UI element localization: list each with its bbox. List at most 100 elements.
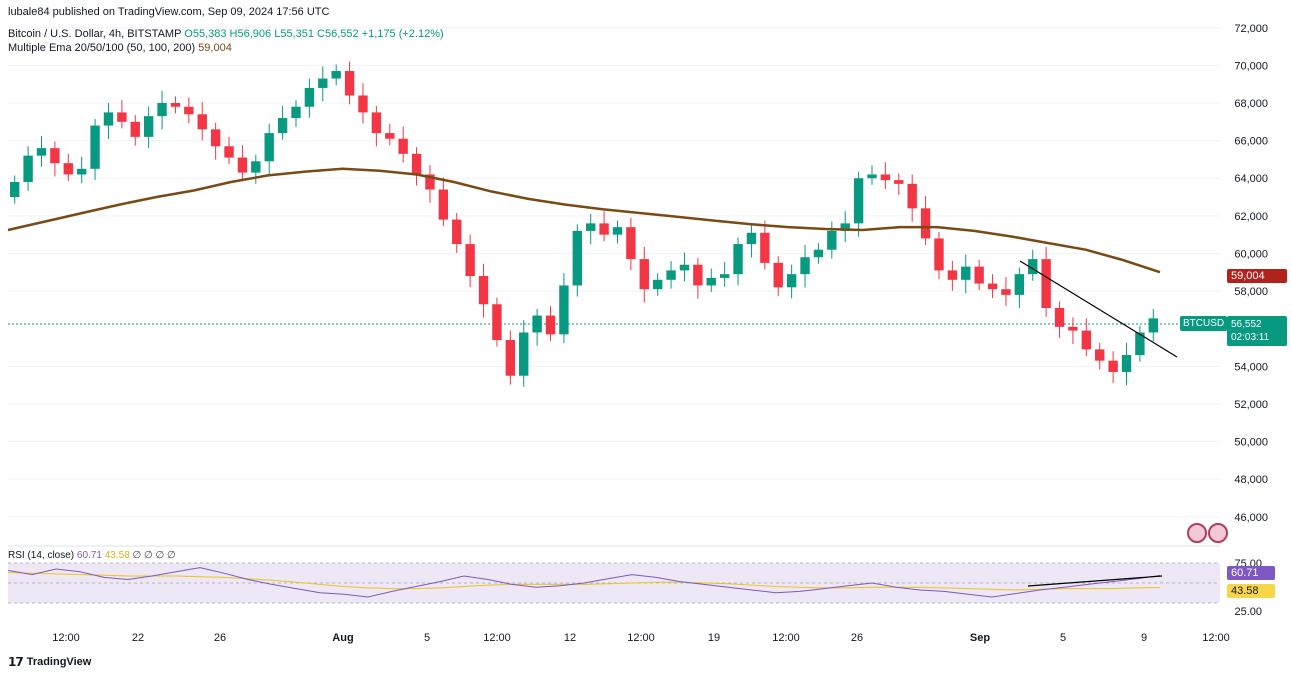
candle-body bbox=[277, 118, 288, 134]
ema-label: Multiple Ema 20/50/100 (50, 100, 200) bbox=[8, 42, 196, 54]
time-tick-label: 9 bbox=[1141, 632, 1147, 644]
candle-body bbox=[760, 232, 770, 263]
rsi-line bbox=[7, 567, 1161, 598]
price-tick-label: 66,000 bbox=[1234, 136, 1268, 148]
rsi-ma-value: 43.58 bbox=[104, 550, 130, 561]
candle-body bbox=[291, 106, 301, 119]
candle-body bbox=[210, 129, 221, 147]
candle-body bbox=[827, 230, 837, 250]
candle-body bbox=[425, 174, 435, 190]
candle-body bbox=[492, 304, 502, 340]
time-tick-label: 12:00 bbox=[483, 632, 511, 644]
price-tick-label: 68,000 bbox=[1234, 98, 1268, 110]
ema-200-line bbox=[7, 167, 1161, 274]
candle-body bbox=[813, 249, 824, 258]
ohlc-close: C56,552 bbox=[317, 28, 359, 40]
rsi-value: 60.71 bbox=[76, 550, 102, 561]
time-tick-label: 12 bbox=[564, 632, 576, 644]
candle-body bbox=[693, 264, 703, 286]
candle-body bbox=[1095, 349, 1105, 361]
ohlc-low: L55,351 bbox=[274, 28, 314, 40]
candle-body bbox=[304, 87, 315, 107]
price-tick-label: 58,000 bbox=[1234, 286, 1268, 298]
price-gridlines bbox=[8, 27, 1220, 518]
candle-body bbox=[773, 262, 783, 288]
rsi-legend[interactable]: RSI (14, close) 60.71 43.58 ∅ ∅ ∅ ∅ bbox=[8, 550, 176, 561]
candle-body bbox=[1148, 318, 1158, 333]
event-flag-icon[interactable] bbox=[1187, 523, 1207, 543]
candle-body bbox=[559, 285, 569, 335]
candle-body bbox=[1135, 332, 1145, 356]
ema-value: 59,004 bbox=[198, 42, 232, 54]
price-tick-label: 70,000 bbox=[1234, 60, 1268, 72]
candle-body bbox=[465, 244, 475, 277]
candle-body bbox=[572, 230, 582, 286]
time-tick-label: 12:00 bbox=[52, 632, 80, 644]
price-tick-label: 60,000 bbox=[1234, 248, 1268, 260]
candle-body bbox=[719, 274, 730, 278]
candle-body bbox=[840, 223, 850, 231]
candle-body bbox=[505, 339, 516, 376]
time-tick-label: 26 bbox=[851, 632, 863, 644]
last-price-value: 56,552 bbox=[1231, 319, 1262, 330]
tradingview-logo[interactable]: 𝟭𝟳 TradingView bbox=[8, 655, 91, 669]
price-axis[interactable]: 72,000 70,000 68,000 66,000 64,000 62,000 60,0… bbox=[1234, 23, 1268, 524]
time-axis[interactable]: 12:00 22 26 Aug 5 12:00 12 12:00 19 12:00 26 Sep 5 9 1… bbox=[52, 632, 1230, 644]
candle-body bbox=[130, 121, 140, 137]
candle-body bbox=[76, 168, 87, 175]
symbol-name: Bitcoin / U.S. Dollar, 4h, BITSTAMP bbox=[8, 28, 182, 40]
candle-body bbox=[264, 133, 274, 162]
candle-body bbox=[452, 219, 462, 245]
price-trendline[interactable] bbox=[1019, 260, 1178, 358]
price-tick-label: 48,000 bbox=[1234, 474, 1268, 486]
candle-body bbox=[23, 155, 33, 182]
candle-body bbox=[63, 163, 73, 175]
candle-body bbox=[920, 208, 931, 239]
candle-body bbox=[438, 189, 449, 220]
time-tick-label: 12:00 bbox=[627, 632, 655, 644]
candle-body bbox=[934, 238, 944, 271]
ema-price-tag: 59,004 bbox=[1227, 269, 1287, 283]
candle-body bbox=[371, 112, 382, 134]
rsi-ma-tag: 43.58 bbox=[1227, 584, 1275, 598]
bar-countdown: 02:03:11 bbox=[1231, 332, 1270, 343]
candle-body bbox=[36, 148, 47, 156]
candle-body bbox=[545, 315, 556, 335]
candle-body bbox=[907, 183, 917, 209]
candle-body bbox=[666, 270, 676, 280]
candle-body bbox=[331, 71, 341, 79]
event-flag-icon[interactable] bbox=[1208, 523, 1228, 543]
time-tick-label: 22 bbox=[132, 632, 144, 644]
candle-body bbox=[197, 114, 207, 130]
rsi-tick-label: 25.00 bbox=[1234, 606, 1262, 618]
candle-body bbox=[103, 112, 114, 126]
candle-body bbox=[90, 125, 100, 169]
candle-body bbox=[344, 71, 355, 96]
candle-body bbox=[50, 148, 60, 164]
candle-body bbox=[706, 277, 716, 286]
time-tick-label: 12:00 bbox=[772, 632, 800, 644]
candle-body bbox=[224, 146, 234, 158]
candle-body bbox=[679, 264, 690, 271]
symbol-legend[interactable]: Bitcoin / U.S. Dollar, 4h, BITSTAMP O55,… bbox=[8, 28, 444, 40]
rsi-extra: ∅ ∅ ∅ ∅ bbox=[132, 550, 176, 561]
price-tick-label: 52,000 bbox=[1234, 399, 1268, 411]
rsi-value-tag: 60.71 bbox=[1227, 566, 1275, 580]
candle-body bbox=[612, 227, 623, 235]
candle-body bbox=[947, 270, 958, 280]
ema-legend[interactable]: Multiple Ema 20/50/100 (50, 100, 200) 59… bbox=[8, 42, 232, 54]
candle-body bbox=[586, 223, 596, 231]
candle-body bbox=[800, 257, 810, 275]
candle-body bbox=[599, 223, 609, 235]
price-tick-label: 46,000 bbox=[1234, 512, 1268, 524]
ohlc-change: +1,175 (+2.12%) bbox=[361, 28, 444, 40]
candle-body bbox=[1121, 355, 1132, 372]
rsi-trendline[interactable] bbox=[1027, 575, 1163, 587]
time-tick-label: 5 bbox=[1060, 632, 1066, 644]
candle-body bbox=[318, 78, 328, 88]
candle-body bbox=[1068, 326, 1078, 331]
candle-body bbox=[746, 232, 757, 245]
candle-body bbox=[532, 315, 542, 333]
price-tick-label: 50,000 bbox=[1234, 437, 1268, 449]
candle-body bbox=[184, 106, 194, 115]
